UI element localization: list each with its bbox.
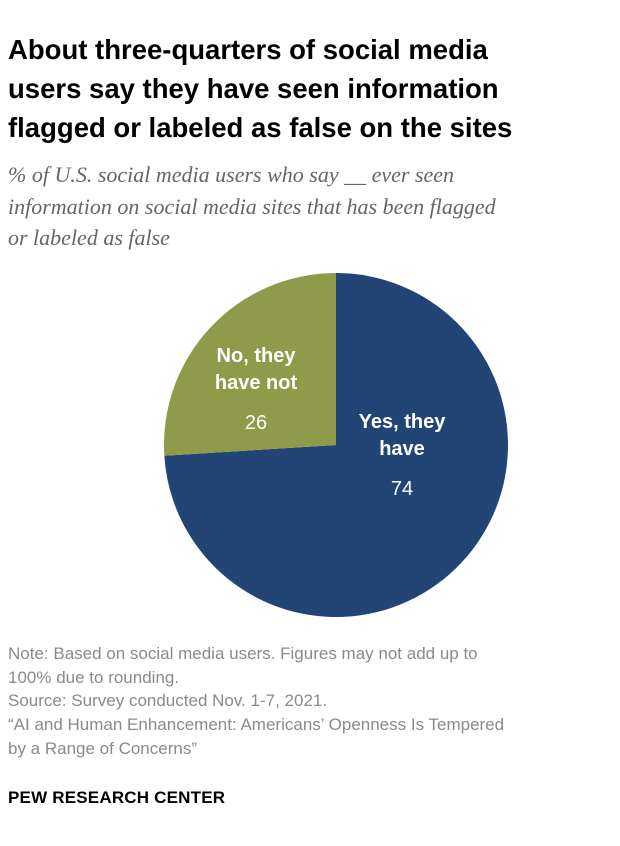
- slice-label: No, they: [217, 345, 297, 367]
- pie-chart: Yes, they have 74 No, they have not 26: [163, 273, 508, 617]
- pie-slice-no-they-have-not: [163, 273, 336, 456]
- slice-label: Yes, they: [359, 411, 447, 433]
- brand-logo-text: PEW RESEARCH CENTER: [8, 788, 226, 807]
- chart-subtitle: % of U.S. social media users who say __ …: [8, 162, 496, 250]
- slice-value-label: 74: [391, 478, 413, 500]
- note-text: Note: Based on social media users. Figur…: [8, 644, 478, 687]
- source-text: Source: Survey conducted Nov. 1-7, 2021.: [8, 691, 328, 711]
- chart-title: About three-quarters of social media use…: [8, 34, 513, 143]
- chart-notes: Note: Based on social media users. Figur…: [8, 642, 608, 761]
- report-title: “AI and Human Enhancement: Americans’ Op…: [8, 715, 505, 758]
- pie-slice-yes-they-have: [164, 273, 508, 617]
- slice-label: have not: [215, 372, 298, 394]
- slice-label: have: [379, 438, 425, 460]
- slice-value-label: 26: [245, 412, 267, 434]
